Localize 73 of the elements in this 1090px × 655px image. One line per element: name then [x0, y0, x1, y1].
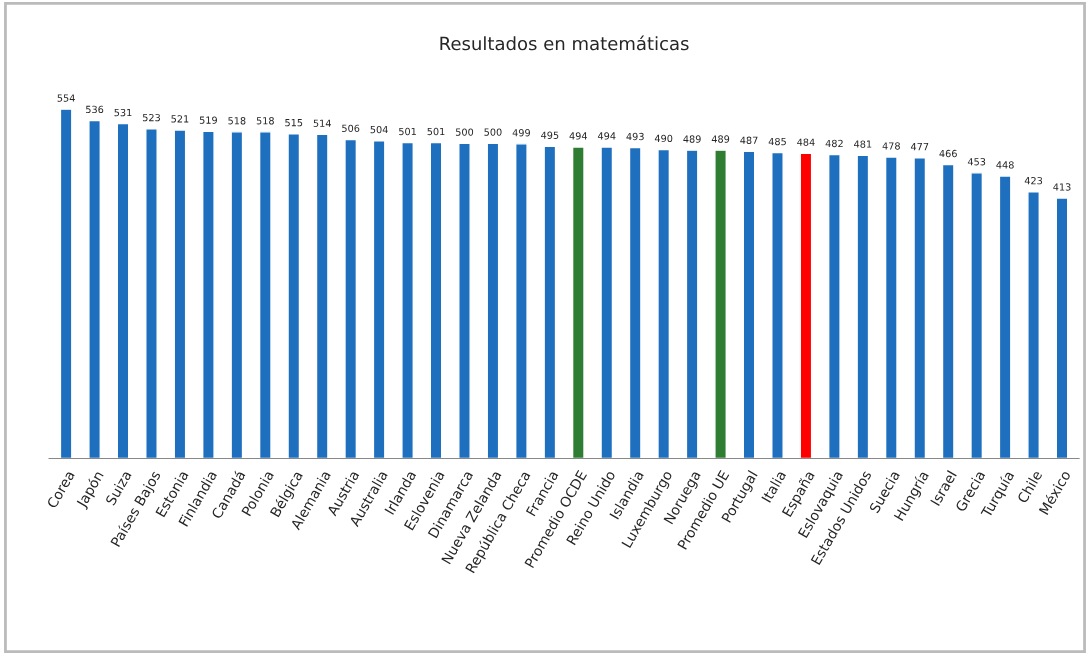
bar — [486, 142, 500, 459]
chart-title: Resultados en matemáticas — [440, 35, 689, 51]
data-label: 536 — [86, 105, 104, 114]
bar — [856, 154, 870, 459]
data-label: 518 — [256, 117, 274, 125]
data-label: 485 — [768, 137, 786, 146]
data-label: 489 — [683, 135, 701, 143]
bar — [714, 149, 727, 459]
bar — [515, 143, 528, 459]
bar — [742, 150, 756, 459]
bar — [941, 163, 955, 459]
data-label: 499 — [512, 129, 530, 137]
data-label: 523 — [142, 113, 160, 122]
bar — [59, 108, 73, 459]
data-label: 500 — [484, 128, 502, 136]
bar — [145, 128, 158, 459]
data-label: 494 — [597, 132, 616, 140]
bar — [401, 141, 414, 459]
data-label: 495 — [541, 131, 559, 139]
data-label: 466 — [939, 149, 957, 158]
bar — [913, 157, 927, 459]
bar — [998, 175, 1012, 459]
data-label: 493 — [626, 132, 644, 141]
bar — [116, 122, 130, 459]
data-label: 501 — [427, 127, 445, 136]
bar — [1055, 197, 1069, 459]
bar — [771, 151, 784, 459]
data-label: 504 — [370, 125, 388, 134]
data-label: 478 — [882, 142, 900, 150]
bar — [884, 156, 898, 459]
bar — [657, 148, 671, 459]
bar — [458, 142, 471, 459]
data-label: 482 — [825, 139, 843, 148]
data-label: 514 — [313, 119, 331, 127]
bar — [799, 152, 813, 459]
bar — [202, 130, 215, 459]
data-label: 519 — [199, 116, 217, 124]
data-label: 494 — [569, 132, 588, 140]
data-label: 506 — [342, 124, 360, 132]
data-label: 448 — [996, 161, 1014, 169]
bar — [258, 131, 272, 459]
bar — [287, 133, 301, 459]
data-label: 453 — [967, 158, 986, 166]
data-label: 423 — [1024, 176, 1043, 185]
bar — [173, 129, 187, 459]
data-label: 515 — [285, 119, 303, 127]
bar — [543, 145, 557, 459]
data-label: 531 — [114, 108, 132, 117]
bar — [344, 138, 358, 459]
bar — [628, 146, 642, 459]
data-label: 489 — [711, 135, 730, 143]
bar — [88, 119, 101, 459]
data-label: 518 — [228, 117, 246, 125]
data-label: 500 — [455, 128, 474, 136]
bar — [429, 141, 443, 459]
data-label: 487 — [740, 136, 758, 144]
data-label: 554 — [57, 94, 75, 102]
data-label: 521 — [171, 115, 189, 123]
bar — [315, 133, 329, 459]
data-label: 413 — [1053, 183, 1071, 191]
bar — [685, 149, 699, 459]
bar — [1027, 191, 1040, 459]
data-label: 477 — [910, 143, 929, 151]
data-label: 481 — [854, 140, 872, 148]
bar — [372, 139, 386, 459]
bar — [970, 172, 984, 459]
bar — [230, 131, 244, 459]
bar — [828, 153, 841, 459]
data-label: 484 — [797, 138, 815, 146]
data-label: 501 — [399, 127, 416, 136]
bar — [600, 146, 614, 459]
bar — [571, 146, 585, 459]
data-label: 490 — [654, 134, 673, 143]
